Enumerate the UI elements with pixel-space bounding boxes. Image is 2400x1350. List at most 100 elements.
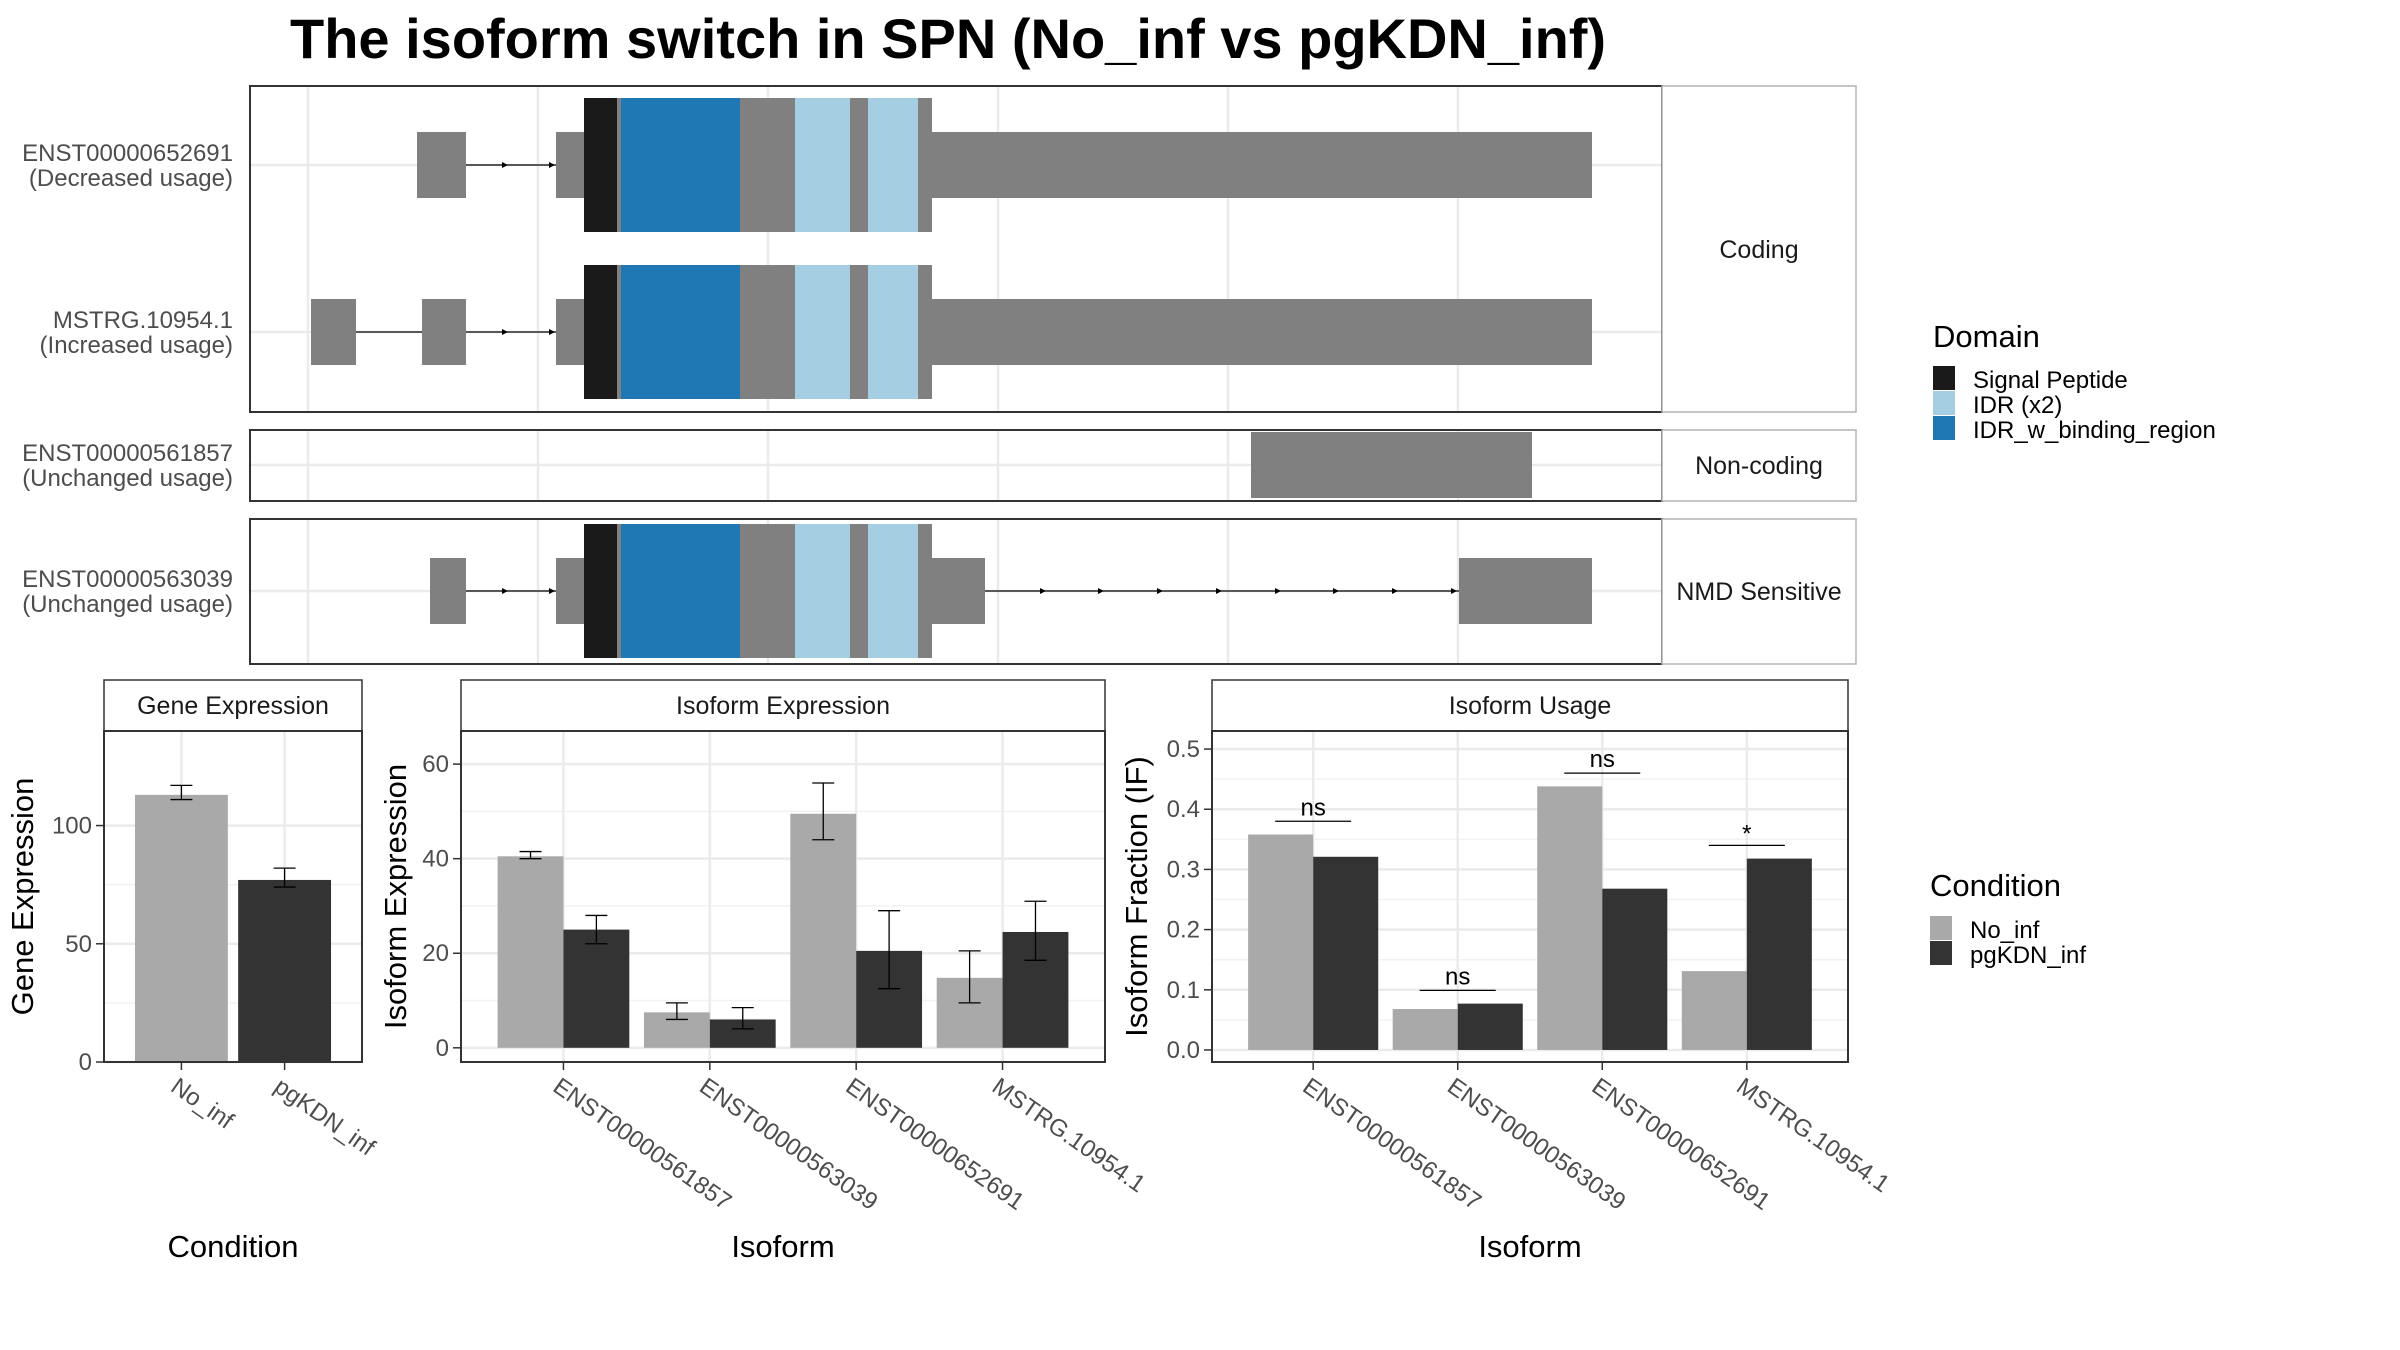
exon — [740, 98, 795, 232]
isoform-structure-panel — [249, 85, 1663, 665]
facet-label-nmd: NMD Sensitive — [1676, 578, 1841, 606]
plot-panel-border — [103, 730, 363, 1063]
row-label-usage: (Increased usage) — [40, 332, 233, 359]
structure-row-labels: ENST00000652691 (Decreased usage) MSTRG.… — [22, 140, 233, 618]
domain-idr — [795, 98, 850, 232]
domain-idr — [795, 524, 850, 658]
bar — [563, 929, 630, 1048]
intron-arrow — [1040, 588, 1046, 594]
y-axis-title: Isoform Fraction (IF) — [1119, 756, 1154, 1037]
row-label-id: ENST00000563039 — [22, 566, 233, 593]
condition-legend-title: Condition — [1930, 868, 2061, 903]
intron-arrow — [502, 588, 508, 594]
facet-label-coding: Coding — [1719, 236, 1798, 264]
legend-label: pgKDN_inf — [1970, 942, 2086, 969]
chart-isoform-expression: Isoform Expression0204060ENST00000561857… — [378, 679, 1150, 1264]
bar — [497, 856, 564, 1048]
domain-idr-binding-region — [621, 98, 740, 232]
y-tick-label: 50 — [65, 931, 92, 958]
facet-label-noncoding: Non-coding — [1695, 452, 1823, 480]
strip-box — [1211, 679, 1849, 732]
exon — [556, 132, 584, 198]
strip-box — [460, 679, 1106, 732]
exon — [1459, 558, 1592, 624]
domain-signal-peptide — [584, 265, 617, 399]
strip-label: Gene Expression — [137, 692, 329, 720]
x-axis-title: Isoform — [1478, 1229, 1581, 1264]
x-axis-title: Isoform — [731, 1229, 834, 1264]
exon — [311, 299, 356, 365]
legend-key-pgkdn-inf — [1930, 941, 1952, 965]
significance-label: * — [1742, 820, 1751, 847]
bar — [1602, 888, 1668, 1050]
row-label-usage: (Decreased usage) — [29, 165, 233, 192]
intron-arrow — [1216, 588, 1222, 594]
exon — [918, 265, 932, 399]
intron-arrow — [549, 162, 555, 168]
bar — [238, 879, 332, 1062]
bar — [790, 813, 857, 1048]
row-label-usage: (Unchanged usage) — [22, 591, 233, 618]
intron-arrow — [549, 329, 555, 335]
domain-idr — [868, 265, 918, 399]
domain-signal-peptide — [584, 524, 617, 658]
strip-label: Isoform Usage — [1449, 692, 1612, 720]
domain-signal-peptide — [584, 98, 617, 232]
bar-charts: Gene Expression 0 50 100 No_inf pgKDN_inf Cond… — [5, 679, 1894, 1264]
facet-strip-coding — [1661, 85, 1857, 413]
y-tick-label: 0.3 — [1167, 856, 1200, 883]
chart-gene-expression: Gene Expression 0 50 100 No_inf pgKDN_inf Cond… — [5, 679, 380, 1264]
exon — [918, 524, 932, 658]
domain-idr-binding-region — [621, 524, 740, 658]
bar — [1392, 1009, 1458, 1050]
y-tick-label: 0.5 — [1167, 736, 1200, 763]
row-label-id: ENST00000652691 — [22, 140, 233, 167]
significance-label: ns — [1590, 746, 1615, 773]
facet-strip-nmd — [1661, 518, 1857, 665]
legend-key-no-inf — [1930, 916, 1952, 940]
intron-arrow — [1098, 588, 1104, 594]
exon — [430, 558, 466, 624]
exon — [556, 558, 584, 624]
plot-title: The isoform switch in SPN (No_inf vs pgK… — [290, 7, 1606, 70]
facet-strips: Coding Non-coding NMD Sensitive — [1661, 85, 1857, 665]
y-tick-label: 0.1 — [1167, 977, 1200, 1004]
exon — [417, 132, 466, 198]
intron-arrow — [1333, 588, 1339, 594]
y-tick-label: 20 — [422, 940, 449, 967]
exon — [850, 98, 868, 232]
intron-arrow — [1392, 588, 1398, 594]
intron-arrow — [1157, 588, 1163, 594]
bar — [134, 794, 228, 1062]
domain-idr — [868, 524, 918, 658]
exon — [1251, 432, 1532, 498]
y-tick-label: 0 — [79, 1049, 92, 1076]
y-tick-label: 100 — [52, 813, 92, 840]
domain-legend-title: Domain — [1933, 319, 2040, 354]
facet-strip-noncoding — [1661, 429, 1857, 502]
legend-label: IDR_w_binding_region — [1973, 417, 2216, 444]
plot-panel-border — [1211, 730, 1849, 1063]
y-tick-label: 0 — [436, 1035, 449, 1062]
exon — [556, 299, 584, 365]
y-axis-title: Isoform Expression — [378, 764, 413, 1029]
y-tick-label: 0.4 — [1167, 796, 1200, 823]
strip-label: Isoform Expression — [676, 692, 890, 720]
exon — [740, 265, 795, 399]
intron-arrow — [502, 329, 508, 335]
domain-idr — [868, 98, 918, 232]
bar — [1457, 1003, 1523, 1050]
y-tick-label: 60 — [422, 751, 449, 778]
legend-label: No_inf — [1970, 917, 2040, 944]
x-tick-label: pgKDN_inf — [269, 1073, 380, 1162]
exon — [617, 265, 621, 399]
legend-label: Signal Peptide — [1973, 367, 2128, 394]
domain-idr-binding-region — [621, 265, 740, 399]
x-tick-label: No_inf — [166, 1073, 239, 1135]
bar — [1313, 856, 1379, 1050]
legend-key-idr-binding — [1933, 416, 1955, 440]
y-tick-label: 0.0 — [1167, 1037, 1200, 1064]
y-axis-title: Gene Expression — [5, 778, 40, 1016]
legend-label: IDR (x2) — [1973, 392, 2062, 419]
